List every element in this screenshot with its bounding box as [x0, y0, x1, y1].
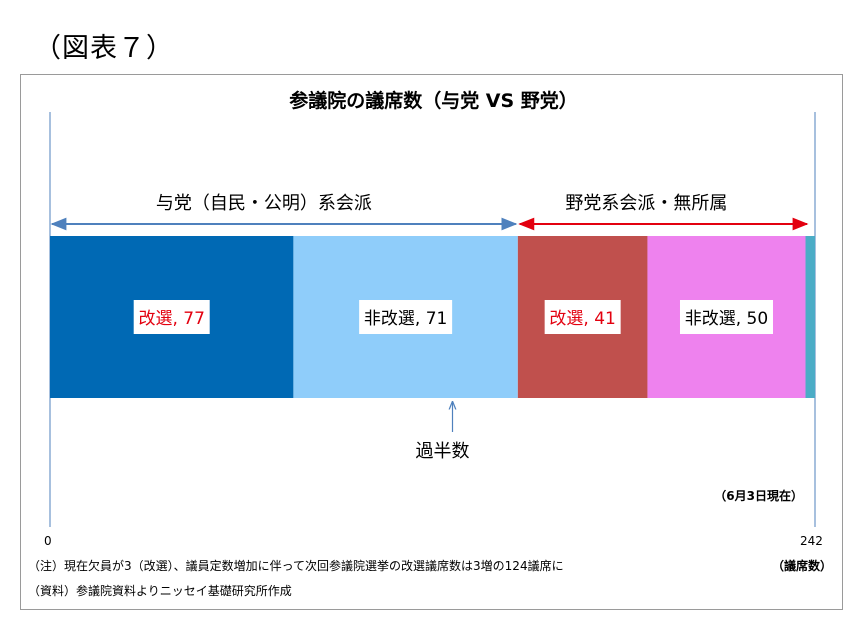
data-label-2: 改選, 41 [549, 309, 615, 329]
data-label-box-3 [679, 300, 773, 334]
opposition-group-label: 野党系会派・無所属 [565, 193, 728, 214]
x-tick-0: 0 [44, 534, 52, 548]
chart-frame [20, 74, 843, 610]
majority-label: 過半数 [415, 441, 470, 462]
source-note: （資料）参議院資料よりニッセイ基礎研究所作成 [28, 584, 292, 598]
chart-title: 参議院の議席数（与党 VS 野党） [289, 90, 578, 112]
data-label-3: 非改選, 50 [685, 309, 768, 329]
bar-segment-4 [805, 236, 815, 398]
data-label-box-0 [133, 300, 210, 334]
data-label-box-2 [544, 300, 621, 334]
footnote: （注）現在欠員が3（改選）、議員定数増加に伴って次回参議院選挙の改選議席数は3増… [28, 559, 564, 573]
figure-label: （図表７） [34, 33, 174, 64]
unit-label: （議席数） [772, 559, 833, 573]
data-label-box-1 [359, 300, 453, 334]
ruling-group-label: 与党（自民・公明）系会派 [155, 193, 372, 214]
data-label-0: 改選, 77 [138, 309, 204, 329]
x-tick-242: 242 [800, 534, 823, 548]
data-label-1: 非改選, 71 [364, 309, 447, 329]
as-of-date: （6月3日現在） [714, 489, 803, 503]
